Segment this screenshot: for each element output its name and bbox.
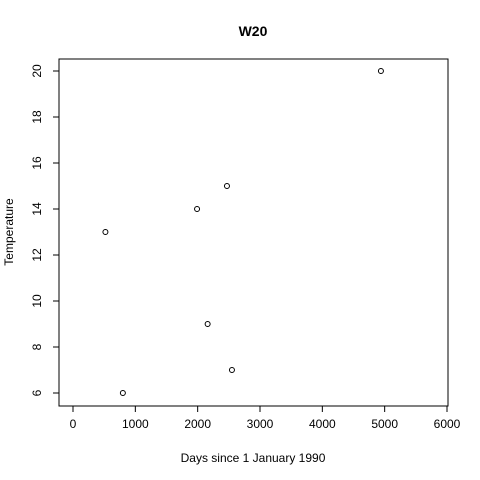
chart-title: W20 <box>239 23 268 39</box>
y-axis-label: Temperature <box>2 198 16 266</box>
data-point <box>377 68 384 74</box>
plot-frame <box>58 58 449 407</box>
data-point <box>228 367 235 373</box>
x-tick-label: 3000 <box>247 417 274 431</box>
y-tick-label: 8 <box>30 343 44 350</box>
y-tick-label: 16 <box>30 156 44 170</box>
data-point <box>223 183 230 189</box>
x-axis: 0 1000 2000 3000 4000 5000 6000 <box>70 405 461 431</box>
x-tick-label: 6000 <box>434 417 461 431</box>
x-tick-label: 4000 <box>309 417 336 431</box>
data-points <box>102 68 384 396</box>
y-axis: 6 8 10 12 14 16 18 20 <box>30 64 60 396</box>
data-point <box>194 206 201 212</box>
y-tick-label: 20 <box>30 64 44 78</box>
y-tick-label: 10 <box>30 294 44 308</box>
data-point <box>102 229 109 235</box>
y-tick-label: 18 <box>30 110 44 124</box>
x-tick-label: 5000 <box>371 417 398 431</box>
x-tick-label: 2000 <box>184 417 211 431</box>
x-axis-label: Days since 1 January 1990 <box>181 451 326 465</box>
data-point <box>119 390 126 396</box>
x-tick-label: 0 <box>70 417 77 431</box>
y-tick-label: 14 <box>30 202 44 216</box>
y-tick-label: 6 <box>30 389 44 396</box>
y-tick-label: 12 <box>30 248 44 262</box>
x-tick-label: 1000 <box>122 417 149 431</box>
data-point <box>204 321 211 327</box>
